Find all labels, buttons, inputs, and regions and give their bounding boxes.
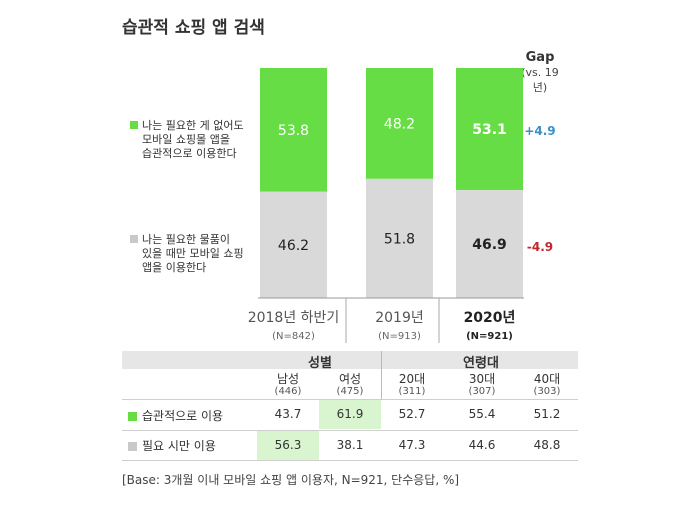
legend-need-line-2: 있을 때만 모바일 쇼핑 [130,247,258,261]
table-rule-top [122,399,578,400]
gap-subtitle: (vs. 19년) [521,66,559,94]
legend-need-line-3: 앱을 이용한다 [130,261,258,275]
table-cell-need-2: 47.3 [398,438,426,452]
legend-habit-text-2: 모바일 쇼핑몰 앱을 [142,133,230,146]
legend-habit-text-1: 나는 필요한 게 없어도 [142,119,244,132]
legend-need-text-3: 앱을 이용한다 [142,261,207,274]
table-col-header-1: 여성 [338,372,362,386]
x-base-label-2: (N=921) [466,331,513,342]
table-col-n-0: (446) [274,386,302,397]
table-divider [381,351,382,399]
table-row-label-habit: 습관적으로 이용 [128,407,223,424]
legend-habit-line-3: 습관적으로 이용한다 [130,147,258,161]
row-need-swatch [128,442,137,451]
table-cell-habit-1: 61.9 [319,400,381,429]
bar-habit-0 [260,68,327,192]
base-note: [Base: 3개월 이내 모바일 쇼핑 앱 이용자, N=921, 단수응답,… [122,473,460,487]
gap-value-need: -4.9 [526,240,554,254]
stacked-bar-chart: 53.8 46.2 2018년 하반기 (N=842) 48.2 51.8 2019년 (N=… [248,68,524,343]
bar-label-need-0: 46.2 [278,238,309,254]
table-group-header-bg [122,351,578,369]
x-tick-label-2: 2020년 [464,310,516,326]
row-habit-text: 습관적으로 이용 [142,409,224,423]
legend-need-text-2: 있을 때만 모바일 쇼핑 [142,247,244,260]
table-cell-need-1: 38.1 [336,438,364,452]
table-col-n-2: (311) [398,386,426,397]
table-col-header-3: 30대 [468,372,496,386]
legend-need-swatch [130,235,138,243]
x-base-label-1: (N=913) [378,331,421,342]
bar-label-habit-0: 53.8 [278,123,309,139]
table-cell-habit-2: 52.7 [398,407,426,421]
gap-value-habit: +4.9 [524,124,556,138]
table-group-age: 연령대 [463,356,499,371]
bar-need-2 [456,190,523,298]
page-title: 습관적 쇼핑 앱 검색 [122,18,265,38]
table-col-n-4: (303) [533,386,561,397]
table-col-n-1: (475) [336,386,364,397]
table-rule-mid [122,430,578,431]
x-tick-label-1: 2019년 [375,310,424,326]
bar-label-need-1: 51.8 [384,231,415,247]
table-cell-habit-4: 51.2 [533,407,561,421]
table-cell-need-3: 44.6 [468,438,496,452]
table-cell-need-4: 48.8 [533,438,561,452]
table-group-gender: 성별 [308,356,332,371]
legend-habit-line-1: 나는 필요한 게 없어도 [130,119,258,133]
table-cell-habit-3: 55.4 [468,407,496,421]
bar-label-habit-1: 48.2 [384,116,415,132]
bar-habit-1 [366,68,433,179]
bar-need-1 [366,178,433,298]
table-col-n-3: (307) [468,386,496,397]
x-tick-label-0: 2018년 하반기 [248,310,340,326]
bar-habit-2 [456,68,523,191]
bar-label-habit-2: 53.1 [472,122,507,138]
gap-title: Gap [525,50,555,65]
legend-habit: 나는 필요한 게 없어도 모바일 쇼핑몰 앱을 습관적으로 이용한다 [130,119,258,161]
x-base-label-0: (N=842) [272,331,315,342]
row-need-text: 필요 시만 이용 [142,439,216,453]
bar-label-need-2: 46.9 [472,237,507,253]
legend-habit-text-3: 습관적으로 이용한다 [142,147,237,160]
legend-habit-swatch [130,121,138,129]
table-col-header-2: 20대 [398,372,426,386]
legend-habit-line-2: 모바일 쇼핑몰 앱을 [130,133,258,147]
table-cell-need-0: 56.3 [257,431,319,460]
table-row-label-need: 필요 시만 이용 [128,437,216,454]
table-col-header-0: 남성 [276,372,300,386]
table-cell-habit-0: 43.7 [274,407,302,421]
legend-need-line-1: 나는 필요한 물품이 [130,233,258,247]
table-col-header-4: 40대 [533,372,561,386]
legend-need-text-1: 나는 필요한 물품이 [142,233,230,246]
row-habit-swatch [128,412,137,421]
bar-need-0 [260,191,327,298]
gap-header: Gap (vs. 19년) [515,50,565,95]
legend-need: 나는 필요한 물품이 있을 때만 모바일 쇼핑 앱을 이용한다 [130,233,258,275]
table-rule-bottom [122,460,578,461]
